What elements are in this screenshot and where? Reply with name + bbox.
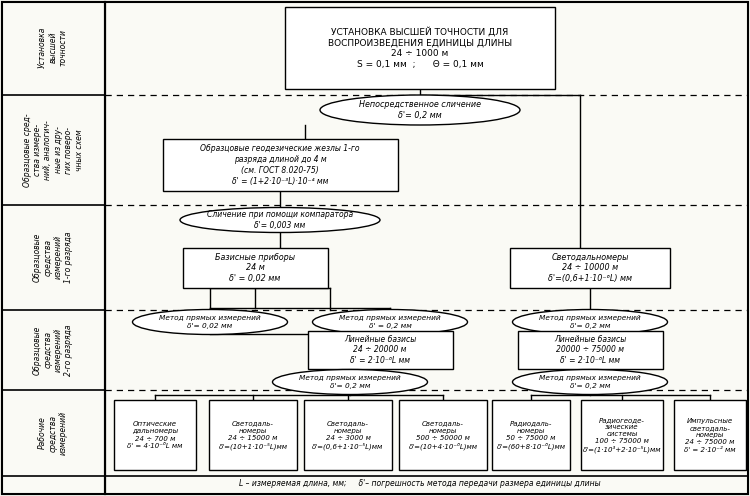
Text: Светодаль-
номеры
24 ÷ 15000 м
δ'=(10+1·10⁻⁵L)мм: Светодаль- номеры 24 ÷ 15000 м δ'=(10+1·… (218, 420, 287, 450)
FancyBboxPatch shape (674, 400, 746, 470)
FancyBboxPatch shape (304, 400, 392, 470)
Bar (105, 2, 748, 494)
Text: Метод прямых измерений
δ'= 0,2 мм: Метод прямых измерений δ'= 0,2 мм (539, 315, 640, 329)
Text: Радиодаль-
номеры
50 ÷ 75000 м
δ'=(60+8·10⁻⁶L)мм: Радиодаль- номеры 50 ÷ 75000 м δ'=(60+8·… (496, 420, 566, 450)
Text: УСТАНОВКА ВЫСШЕЙ ТОЧНОСТИ ДЛЯ
ВОСПРОИЗВЕДЕНИЯ ЕДИНИЦЫ ДЛИНЫ
24 ÷ 1000 м
S = 0,1 : УСТАНОВКА ВЫСШЕЙ ТОЧНОСТИ ДЛЯ ВОСПРОИЗВЕ… (328, 27, 512, 69)
Ellipse shape (320, 95, 520, 125)
Ellipse shape (272, 370, 428, 394)
FancyBboxPatch shape (518, 331, 662, 369)
Text: L – измеряемая длина, мм;     δ'– погрешность метода передачи размера единицы дл: L – измеряемая длина, мм; δ'– погрешност… (239, 479, 601, 488)
Text: Светодаль-
номеры
24 ÷ 3000 м
δ'=(0,6+1·10⁻⁵L)мм: Светодаль- номеры 24 ÷ 3000 м δ'=(0,6+1·… (312, 420, 383, 450)
Text: Образцовые геодезические жезлы 1-го
разряда длиной до 4 м
(см. ГОСТ 8.020-75)
δ': Образцовые геодезические жезлы 1-го разр… (200, 144, 360, 186)
Text: Линейные базисы
24 ÷ 20000 м
δ' = 2·10⁻⁶L мм: Линейные базисы 24 ÷ 20000 м δ' = 2·10⁻⁶… (344, 335, 416, 365)
FancyBboxPatch shape (114, 400, 196, 470)
Text: Образцовые сред-
ства измере-
ний, аналогич-
ные из дру-
гих поверо-
чных схем: Образцовые сред- ства измере- ний, анало… (22, 113, 83, 187)
Text: Образцовые
средства
измерений
2-го разряда: Образцовые средства измерений 2-го разря… (33, 324, 73, 376)
FancyBboxPatch shape (308, 331, 452, 369)
Text: Метод прямых измерений
δ'= 0,02 мм: Метод прямых измерений δ'= 0,02 мм (159, 315, 261, 329)
Ellipse shape (180, 207, 380, 233)
Ellipse shape (512, 370, 668, 394)
Ellipse shape (133, 310, 287, 334)
Text: Непосредственное сличение
δ'= 0,2 мм: Непосредственное сличение δ'= 0,2 мм (359, 100, 481, 120)
FancyBboxPatch shape (581, 400, 663, 470)
Text: Светодаль-
номеры
500 ÷ 50000 м
δ'=(10+4·10⁻⁶L)мм: Светодаль- номеры 500 ÷ 50000 м δ'=(10+4… (409, 420, 478, 450)
Text: Светодальномеры
24 ÷ 10000 м
δ'=(0,6+1·10⁻⁶L) мм: Светодальномеры 24 ÷ 10000 м δ'=(0,6+1·1… (548, 253, 632, 283)
Text: Образцовые
средства
измерений
1-го разряда: Образцовые средства измерений 1-го разря… (33, 231, 73, 283)
Text: Базисные приборы
24 м
δ' = 0,02 мм: Базисные приборы 24 м δ' = 0,02 мм (215, 253, 295, 283)
FancyBboxPatch shape (285, 7, 555, 89)
FancyBboxPatch shape (399, 400, 487, 470)
Text: Оптические
дальномеры
24 ÷ 700 м
δ' = 4·10⁻⁶L мм: Оптические дальномеры 24 ÷ 700 м δ' = 4·… (128, 421, 183, 449)
FancyBboxPatch shape (510, 248, 670, 288)
Text: Сличение при помощи компаратора
δ'= 0,003 мм: Сличение при помощи компаратора δ'= 0,00… (207, 210, 353, 230)
Text: Установка
высшей
точности: Установка высшей точности (38, 26, 68, 67)
Text: Метод прямых измерений
δ'= 0,2 мм: Метод прямых измерений δ'= 0,2 мм (539, 375, 640, 389)
FancyBboxPatch shape (163, 139, 398, 191)
Text: Радиогеоде-
зические
системы
100 ÷ 75000 м
δ'=(1·10³+2·10⁻⁵L)мм: Радиогеоде- зические системы 100 ÷ 75000… (583, 417, 662, 453)
FancyBboxPatch shape (209, 400, 297, 470)
Bar (2, 2, 105, 494)
Text: Импульсные
светодаль-
номеры
24 ÷ 75000 м
δ' = 2·10⁻² мм: Импульсные светодаль- номеры 24 ÷ 75000 … (684, 418, 736, 452)
Text: Метод прямых измерений
δ' = 0,2 мм: Метод прямых измерений δ' = 0,2 мм (339, 315, 441, 329)
Ellipse shape (313, 310, 467, 334)
Text: Метод прямых измерений
δ'= 0,2 мм: Метод прямых измерений δ'= 0,2 мм (299, 375, 400, 389)
Text: Рабочие
средства
измерений: Рабочие средства измерений (38, 411, 68, 455)
Text: Линейные базисы
20000 ÷ 75000 м
δ' = 2·10⁻⁶L мм: Линейные базисы 20000 ÷ 75000 м δ' = 2·1… (554, 335, 626, 365)
FancyBboxPatch shape (492, 400, 570, 470)
Ellipse shape (512, 310, 668, 334)
FancyBboxPatch shape (182, 248, 328, 288)
